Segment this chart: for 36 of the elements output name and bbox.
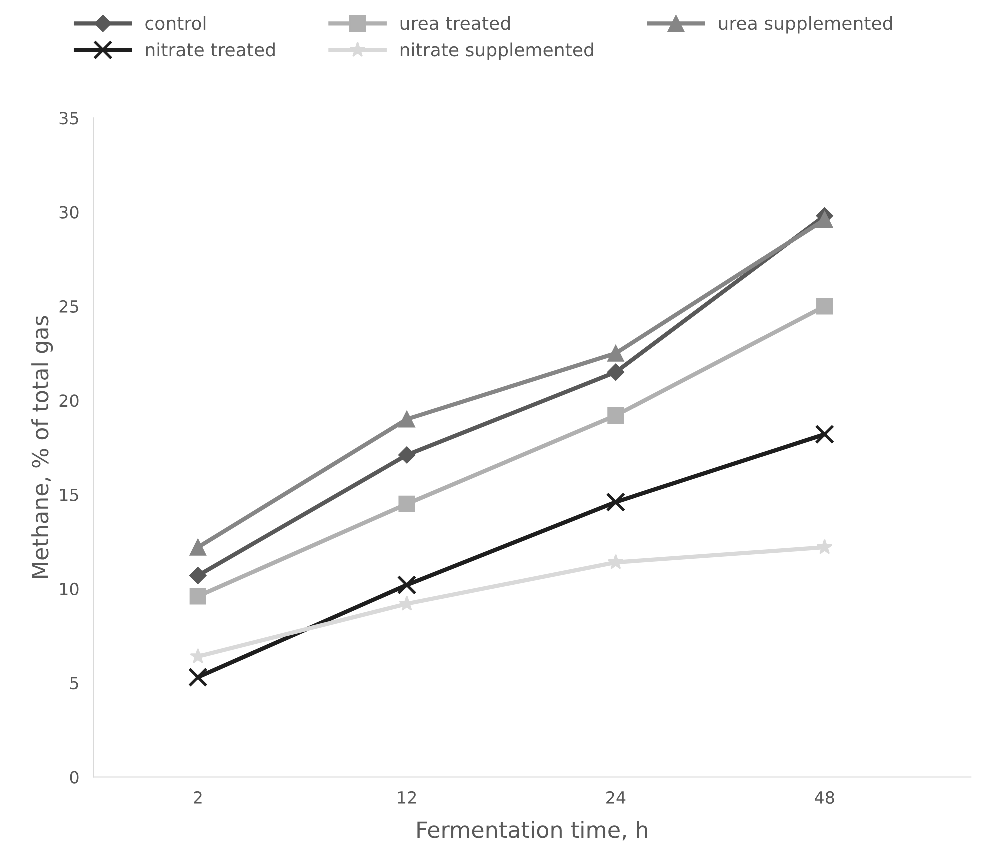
point xyxy=(190,567,207,584)
y-tick-label: 5 xyxy=(70,677,78,690)
point xyxy=(608,345,624,362)
x-tick-label: 24 xyxy=(606,791,626,804)
point xyxy=(816,298,834,315)
y-tick-label: 15 xyxy=(60,488,78,502)
y-tick-label: 20 xyxy=(60,394,79,408)
y-tick-label: 25 xyxy=(60,300,78,314)
point xyxy=(815,424,835,444)
y-tick-label: 30 xyxy=(60,206,79,219)
point xyxy=(188,668,208,688)
y-tick-label: 35 xyxy=(60,112,78,125)
point xyxy=(816,211,834,228)
point xyxy=(606,492,626,512)
legend-label: nitrate supplemented xyxy=(400,42,594,60)
point xyxy=(398,496,416,513)
point xyxy=(190,539,206,556)
point xyxy=(190,588,206,605)
x-tick-label: 12 xyxy=(398,791,416,804)
x-axis-title: Fermentation time, h xyxy=(418,821,648,841)
point xyxy=(398,411,416,428)
point xyxy=(398,446,416,464)
y-tick-label: 10 xyxy=(60,582,79,596)
x-tick-label: 2 xyxy=(194,791,202,804)
legend-label: urea supplemented xyxy=(719,16,892,34)
point xyxy=(397,575,417,595)
y-axis-title: Methane, % of total gas xyxy=(32,316,54,578)
legend-label: nitrate treated xyxy=(146,42,275,57)
point xyxy=(816,539,833,554)
point xyxy=(608,407,624,424)
y-tick-label: 0 xyxy=(70,771,79,784)
point xyxy=(608,554,624,570)
legend-label: urea treated xyxy=(400,16,510,30)
legend-label: control xyxy=(146,16,206,30)
point xyxy=(607,364,625,381)
x-tick-label: 48 xyxy=(815,791,834,804)
